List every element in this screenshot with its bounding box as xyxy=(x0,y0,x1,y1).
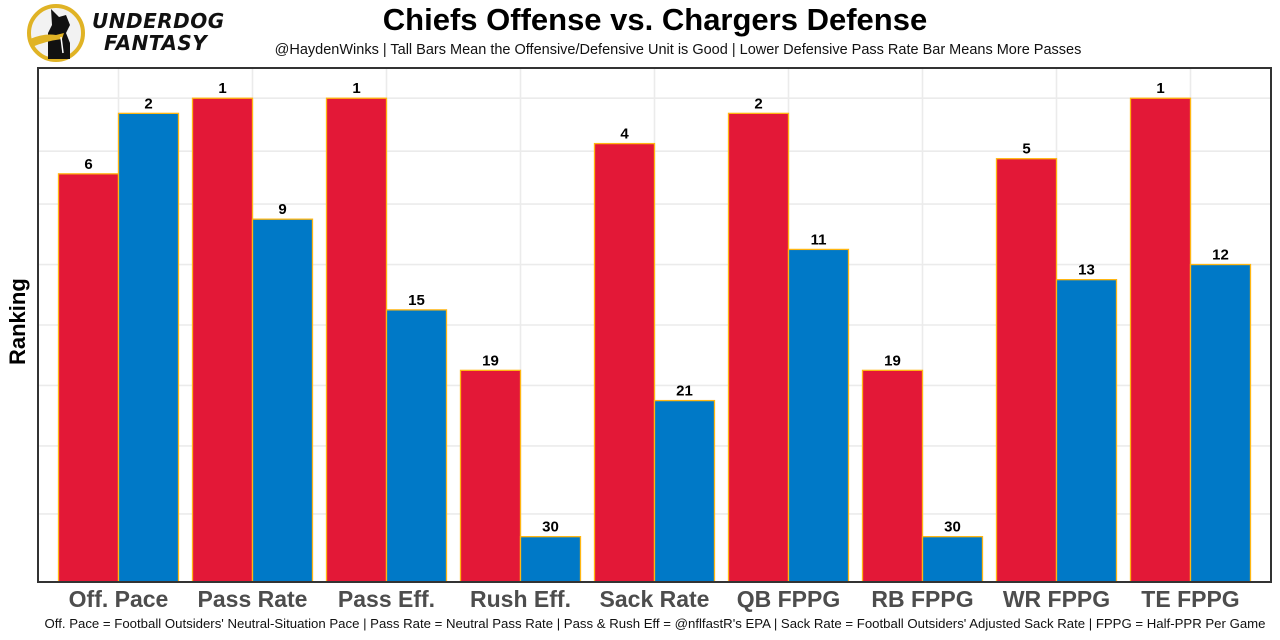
offense-bar xyxy=(57,173,120,583)
chart-title: Chiefs Offense vs. Chargers Defense xyxy=(382,2,928,37)
defense-rank-label: 30 xyxy=(542,519,559,536)
x-tick-label: Sack Rate xyxy=(600,586,710,612)
x-tick-label: RB FPPG xyxy=(871,586,973,612)
underdog-logo-icon xyxy=(27,4,85,62)
brand-wordmark: UNDERDOG FANTASY xyxy=(92,10,225,54)
offense-rank-label: 19 xyxy=(884,352,901,369)
x-tick-label: Pass Eff. xyxy=(338,586,435,612)
defense-bar xyxy=(921,535,984,583)
offense-bar xyxy=(1129,97,1192,583)
offense-bar xyxy=(459,369,522,583)
defense-bar xyxy=(787,248,850,583)
offense-rank-label: 2 xyxy=(754,95,762,112)
defense-rank-label: 11 xyxy=(811,231,827,248)
x-tick-label: Off. Pace xyxy=(69,586,169,612)
defense-bar xyxy=(385,309,448,583)
defense-bar xyxy=(251,218,314,583)
bars xyxy=(57,97,1252,583)
offense-bar xyxy=(727,112,790,583)
offense-rank-label: 1 xyxy=(352,80,360,97)
brand-line-1: UNDERDOG xyxy=(92,9,225,33)
chart-caption: Off. Pace = Football Outsiders' Neutral-… xyxy=(44,616,1266,631)
x-tick-label: QB FPPG xyxy=(737,586,841,612)
offense-bar xyxy=(861,369,924,583)
defense-bar xyxy=(1189,263,1252,583)
defense-bar xyxy=(1055,278,1118,583)
offense-bar xyxy=(995,158,1058,583)
x-tick-label: Rush Eff. xyxy=(470,586,571,612)
offense-bar xyxy=(191,97,254,583)
x-tick-label: WR FPPG xyxy=(1003,586,1110,612)
offense-rank-label: 19 xyxy=(482,352,499,369)
x-tick-labels: Off. Pace Pass Rate Pass Eff. Rush Eff. Sack… xyxy=(69,586,1240,612)
chart-subtitle: @HaydenWinks | Tall Bars Mean the Offens… xyxy=(274,42,1082,58)
offense-rank-label: 6 xyxy=(84,156,92,173)
x-tick-label: TE FPPG xyxy=(1141,586,1239,612)
defense-rank-label: 21 xyxy=(676,383,693,400)
offense-bar xyxy=(325,97,388,583)
defense-rank-label: 12 xyxy=(1212,247,1229,264)
offense-rank-label: 4 xyxy=(620,126,629,143)
defense-rank-label: 30 xyxy=(944,519,961,536)
offense-bar xyxy=(593,142,656,583)
offense-rank-label: 5 xyxy=(1022,141,1030,158)
defense-rank-label: 13 xyxy=(1078,262,1095,279)
x-tick-label: Pass Rate xyxy=(198,586,308,612)
brand-line-2: FANTASY xyxy=(104,31,208,55)
offense-rank-label: 1 xyxy=(218,80,226,97)
defense-rank-label: 15 xyxy=(408,292,425,309)
offense-rank-label: 1 xyxy=(1156,80,1164,97)
defense-rank-label: 9 xyxy=(278,201,286,218)
defense-bar xyxy=(117,112,180,583)
defense-rank-label: 2 xyxy=(144,95,152,112)
defense-bar xyxy=(653,399,716,583)
panel-border xyxy=(37,67,1272,583)
defense-bar xyxy=(519,535,582,583)
